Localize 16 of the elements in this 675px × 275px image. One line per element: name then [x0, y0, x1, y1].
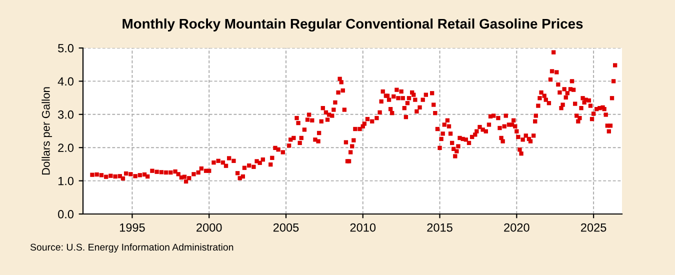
source-note: Source: U.S. Energy Information Administration	[30, 243, 234, 253]
y-tick-label: 2.0	[58, 144, 74, 152]
x-tick-label: 2010	[350, 223, 376, 232]
x-tick-label: 1995	[120, 223, 145, 232]
y-axis-title: Dollars per Gallon	[42, 87, 52, 175]
y-tick-label: 3.0	[58, 110, 74, 119]
y-tick-label: 0.0	[58, 210, 74, 218]
chart-title: Monthly Rocky Mountain Regular Conventional Retail Gasoline Prices	[122, 18, 583, 32]
x-tick-label: 2025	[581, 223, 606, 232]
y-tick-label: 4.0	[58, 77, 74, 86]
y-tick-label: 5.0	[58, 44, 74, 52]
y-tick-label: 1.0	[58, 176, 74, 186]
x-tick-label: 2000	[196, 223, 222, 232]
x-tick-label: 2020	[504, 223, 530, 232]
x-tick-label: 2005	[273, 223, 299, 232]
x-tick-label: 2015	[427, 223, 452, 232]
